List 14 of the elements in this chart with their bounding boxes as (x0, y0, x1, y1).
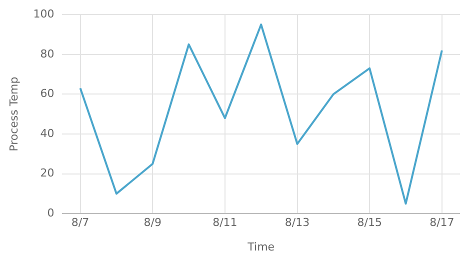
y-tick-label: 40 (40, 126, 54, 140)
y-tick-label: 0 (47, 206, 54, 220)
y-tick-label: 80 (40, 47, 54, 60)
x-tick-label: 8/17 (430, 216, 454, 230)
y-tick-label: 100 (33, 7, 54, 20)
x-tick-label: 8/15 (357, 216, 382, 230)
x-tick-label: 8/11 (212, 216, 238, 230)
x-tick-label: 8/7 (71, 216, 90, 230)
y-axis-title: Process Temp (7, 76, 20, 152)
y-tick-label: 20 (40, 166, 54, 180)
x-tick-label: 8/9 (144, 216, 162, 230)
x-axis-title: Time (246, 240, 275, 254)
y-tick-label: 60 (40, 87, 54, 100)
x-tick-label: 8/13 (284, 216, 310, 230)
